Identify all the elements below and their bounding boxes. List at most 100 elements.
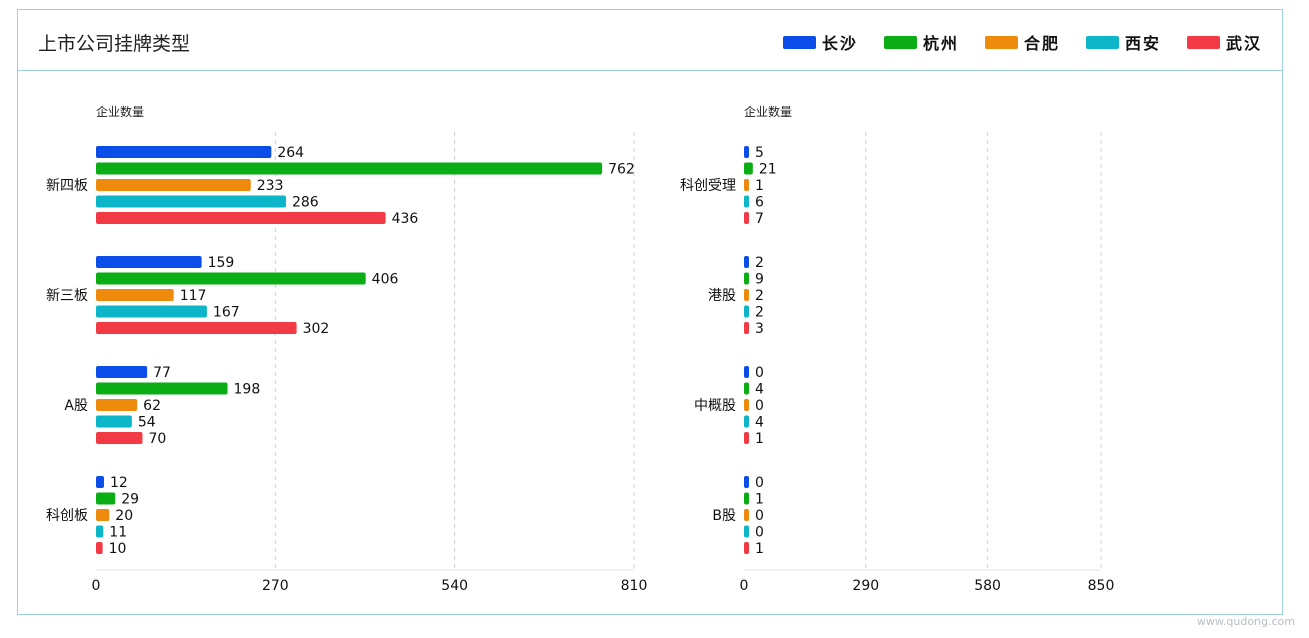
category-label: 科创板 [46, 508, 88, 524]
data-label: 302 [303, 321, 330, 337]
bar [744, 272, 749, 285]
bar [744, 256, 749, 268]
data-label: 117 [180, 288, 207, 304]
bar [96, 305, 207, 318]
bar [96, 415, 132, 428]
bar [744, 492, 749, 505]
legend-swatch [984, 35, 1018, 49]
category-label: 新四板 [46, 178, 88, 194]
data-label: 11 [109, 525, 127, 541]
data-label: 4 [755, 415, 764, 431]
x-tick-label: 0 [92, 578, 101, 594]
bar [744, 509, 749, 521]
bar [96, 322, 297, 334]
data-label: 198 [234, 382, 261, 398]
bar [744, 476, 749, 488]
data-label: 0 [755, 508, 764, 524]
legend-item[interactable]: 武汉 [1186, 30, 1262, 54]
data-label: 6 [755, 195, 764, 211]
category-label: 中概股 [694, 398, 736, 414]
category-label: A股 [64, 398, 88, 414]
data-label: 0 [755, 398, 764, 414]
data-label: 0 [755, 365, 764, 381]
data-label: 12 [110, 475, 128, 491]
data-label: 2 [755, 255, 764, 271]
bar [744, 366, 749, 378]
data-label: 20 [115, 508, 133, 524]
bar [744, 432, 749, 444]
data-label: 436 [392, 211, 419, 227]
category-label: 港股 [708, 288, 736, 304]
data-label: 10 [109, 541, 127, 557]
bar [96, 162, 603, 175]
chart-panel: 上市公司挂牌类型 长沙 杭州 合肥 西安 武汉 [17, 9, 1283, 615]
bar [96, 195, 286, 208]
data-label: 0 [755, 525, 764, 541]
data-label: 3 [755, 321, 764, 337]
x-tick-label: 0 [740, 578, 749, 594]
legend-swatch [883, 35, 917, 49]
bar [744, 415, 749, 428]
data-label: 70 [148, 431, 166, 447]
bar [744, 179, 749, 191]
x-tick-label: 580 [974, 578, 1001, 594]
x-tick-label: 270 [262, 578, 289, 594]
bar [96, 509, 110, 521]
data-label: 1 [755, 431, 764, 447]
data-label: 1 [755, 492, 764, 508]
legend-label: 西安 [1124, 34, 1161, 53]
legend-item[interactable]: 西安 [1085, 30, 1161, 54]
legend-label: 长沙 [821, 34, 858, 53]
y-axis-title: 企业数量 [96, 104, 144, 119]
category-label: 科创受理 [680, 178, 736, 194]
data-label: 406 [372, 272, 399, 288]
bar [96, 272, 366, 285]
legend-item[interactable]: 长沙 [782, 30, 858, 54]
bar [96, 525, 104, 538]
bar [96, 146, 272, 158]
legend-item[interactable]: 杭州 [883, 30, 959, 54]
legend-swatch [782, 35, 816, 49]
x-tick-label: 850 [1088, 578, 1115, 594]
data-label: 1 [755, 178, 764, 194]
bar [96, 492, 116, 505]
data-label: 62 [143, 398, 161, 414]
data-label: 0 [755, 475, 764, 491]
bar [744, 146, 749, 158]
legend-label: 合肥 [1023, 34, 1060, 53]
bar [96, 366, 148, 378]
bar [744, 305, 749, 318]
data-label: 264 [277, 145, 304, 161]
bar [744, 525, 749, 538]
x-tick-label: 540 [441, 578, 468, 594]
data-label: 21 [759, 162, 777, 178]
bar [96, 212, 386, 224]
bar [744, 162, 753, 175]
legend-item[interactable]: 合肥 [984, 30, 1060, 54]
data-label: 54 [138, 415, 156, 431]
bar [96, 432, 143, 444]
bar [744, 399, 749, 411]
bar [96, 382, 228, 395]
data-label: 762 [608, 162, 635, 178]
bar [96, 289, 174, 301]
data-label: 9 [755, 272, 764, 288]
data-label: 4 [755, 382, 764, 398]
legend-label: 武汉 [1225, 34, 1262, 53]
bar [744, 382, 749, 395]
bar [744, 542, 749, 554]
category-label: 新三板 [46, 288, 88, 304]
bar [96, 179, 251, 191]
data-label: 7 [755, 211, 764, 227]
x-tick-label: 810 [621, 578, 648, 594]
data-label: 29 [121, 492, 139, 508]
data-label: 233 [257, 178, 284, 194]
data-label: 2 [755, 288, 764, 304]
data-label: 159 [208, 255, 235, 271]
data-label: 2 [755, 305, 764, 321]
data-label: 167 [213, 305, 240, 321]
data-label: 286 [292, 195, 319, 211]
legend-swatch [1085, 35, 1119, 49]
y-axis-title: 企业数量 [744, 104, 792, 119]
